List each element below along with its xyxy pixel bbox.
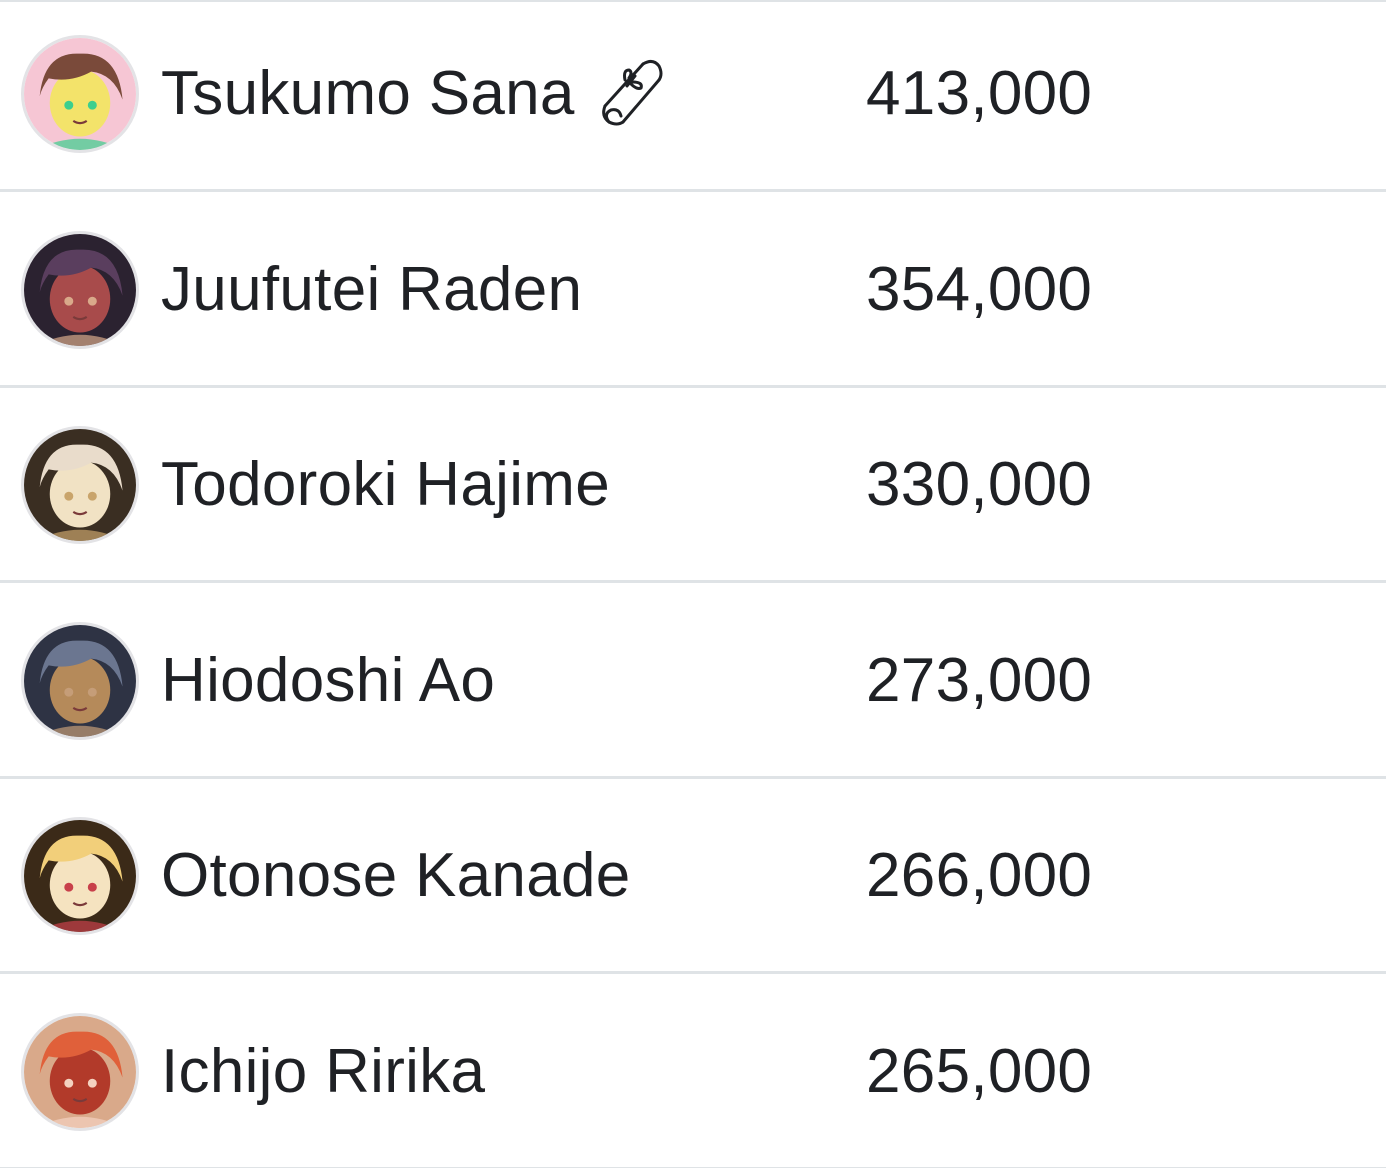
divider (0, 580, 1386, 583)
member-name[interactable]: Todoroki Hajime (161, 449, 611, 519)
avatar[interactable] (21, 35, 139, 153)
list-item[interactable]: Juufutei Raden 354,000 (0, 196, 1386, 388)
member-name[interactable]: Otonose Kanade (161, 840, 631, 910)
list-item[interactable]: Tsukumo Sana 413,000 (0, 0, 1386, 192)
name-container: Hiodoshi Ao (161, 587, 495, 773)
divider (0, 0, 1386, 2)
name-container: Juufutei Raden (161, 196, 582, 382)
list-item[interactable]: Ichijo Ririka 265,000 (0, 978, 1386, 1168)
divider (0, 189, 1386, 192)
divider (0, 776, 1386, 779)
member-name[interactable]: Tsukumo Sana (161, 58, 575, 128)
member-name[interactable]: Ichijo Ririka (161, 1036, 486, 1106)
name-container: Ichijo Ririka (161, 978, 485, 1164)
member-name[interactable]: Hiodoshi Ao (161, 645, 496, 715)
subscriber-count: 266,000 (866, 840, 1093, 910)
subscriber-count: 413,000 (866, 58, 1093, 128)
subscriber-count: 265,000 (866, 1036, 1093, 1106)
divider (0, 971, 1386, 974)
name-container: Tsukumo Sana (161, 0, 665, 186)
avatar[interactable] (21, 1013, 139, 1131)
scroll-icon (599, 56, 665, 130)
subscriber-count: 354,000 (866, 254, 1093, 324)
member-name[interactable]: Juufutei Raden (161, 254, 583, 324)
list-item[interactable]: Otonose Kanade 266,000 (0, 782, 1386, 974)
avatar[interactable] (21, 622, 139, 740)
name-container: Otonose Kanade (161, 782, 631, 968)
avatar[interactable] (21, 426, 139, 544)
divider (0, 385, 1386, 388)
list-item[interactable]: Todoroki Hajime 330,000 (0, 391, 1386, 583)
avatar[interactable] (21, 231, 139, 349)
list-item[interactable]: Hiodoshi Ao 273,000 (0, 587, 1386, 779)
subscriber-count: 330,000 (866, 449, 1093, 519)
subscriber-count: 273,000 (866, 645, 1093, 715)
name-container: Todoroki Hajime (161, 391, 610, 577)
avatar[interactable] (21, 817, 139, 935)
